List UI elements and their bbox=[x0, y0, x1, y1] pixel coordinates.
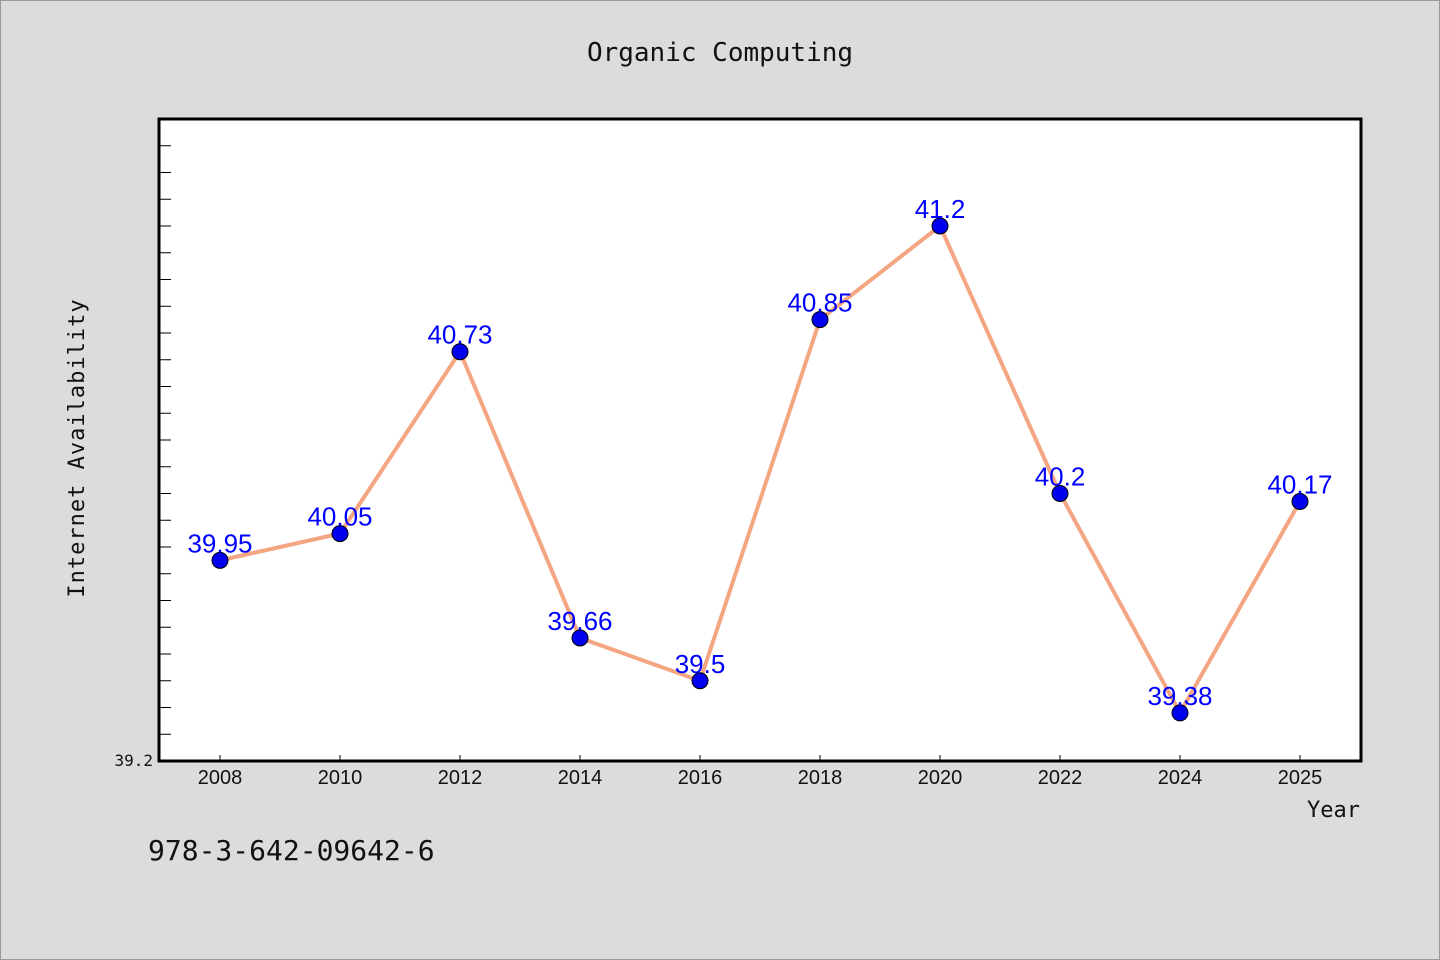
data-point bbox=[691, 672, 709, 690]
x-tick-label: 2022 bbox=[1038, 767, 1083, 789]
x-tick-label: 2020 bbox=[918, 767, 963, 789]
y-axis-label: Internet Availability bbox=[65, 298, 90, 597]
data-label: 40.73 bbox=[427, 320, 492, 350]
x-tick-label: 2018 bbox=[798, 767, 843, 789]
data-point bbox=[331, 525, 349, 543]
data-point bbox=[1291, 493, 1309, 511]
data-markers bbox=[211, 217, 1309, 722]
data-label: 40.05 bbox=[307, 502, 372, 532]
x-tick-label: 2016 bbox=[678, 767, 723, 789]
data-point bbox=[1171, 704, 1189, 722]
data-labels: 39.95 40.05 40.73 39.66 39.5 40.85 41.2 40.2 39.… bbox=[187, 194, 1332, 711]
data-label: 39.5 bbox=[675, 649, 726, 679]
x-tick-label: 2012 bbox=[438, 767, 483, 789]
data-point bbox=[811, 311, 829, 329]
data-label: 40.85 bbox=[787, 288, 852, 318]
x-tick-label: 2010 bbox=[318, 767, 363, 789]
chart-title: Organic Computing bbox=[587, 38, 853, 68]
plot-area bbox=[157, 117, 1363, 763]
data-label: 40.17 bbox=[1267, 470, 1332, 500]
y-minor-ticks bbox=[159, 145, 171, 762]
x-tick-label: 2025 bbox=[1278, 767, 1323, 789]
x-tick-label: 2008 bbox=[198, 767, 243, 789]
data-point bbox=[931, 217, 949, 235]
data-point bbox=[451, 343, 469, 361]
x-tick-label: 2014 bbox=[558, 767, 603, 789]
data-label: 39.95 bbox=[187, 528, 252, 558]
data-label: 41.2 bbox=[915, 194, 966, 224]
data-point bbox=[571, 629, 589, 647]
data-point bbox=[1051, 485, 1069, 502]
data-label: 39.38 bbox=[1147, 681, 1212, 711]
x-tick-label: 2024 bbox=[1158, 767, 1203, 789]
data-point bbox=[211, 551, 229, 569]
x-axis-label: Year bbox=[1307, 798, 1360, 823]
y-tick-label: 39.2 bbox=[114, 751, 153, 770]
x-tick-marks bbox=[219, 755, 1301, 761]
isbn-text: 978-3-642-09642-6 bbox=[148, 834, 435, 867]
series-line bbox=[219, 224, 1302, 715]
data-label: 40.2 bbox=[1035, 462, 1086, 492]
data-label: 39.66 bbox=[547, 606, 612, 636]
x-tick-labels: 2008 2010 2012 2014 2016 2018 2020 2022 2024 2025 bbox=[198, 767, 1323, 789]
